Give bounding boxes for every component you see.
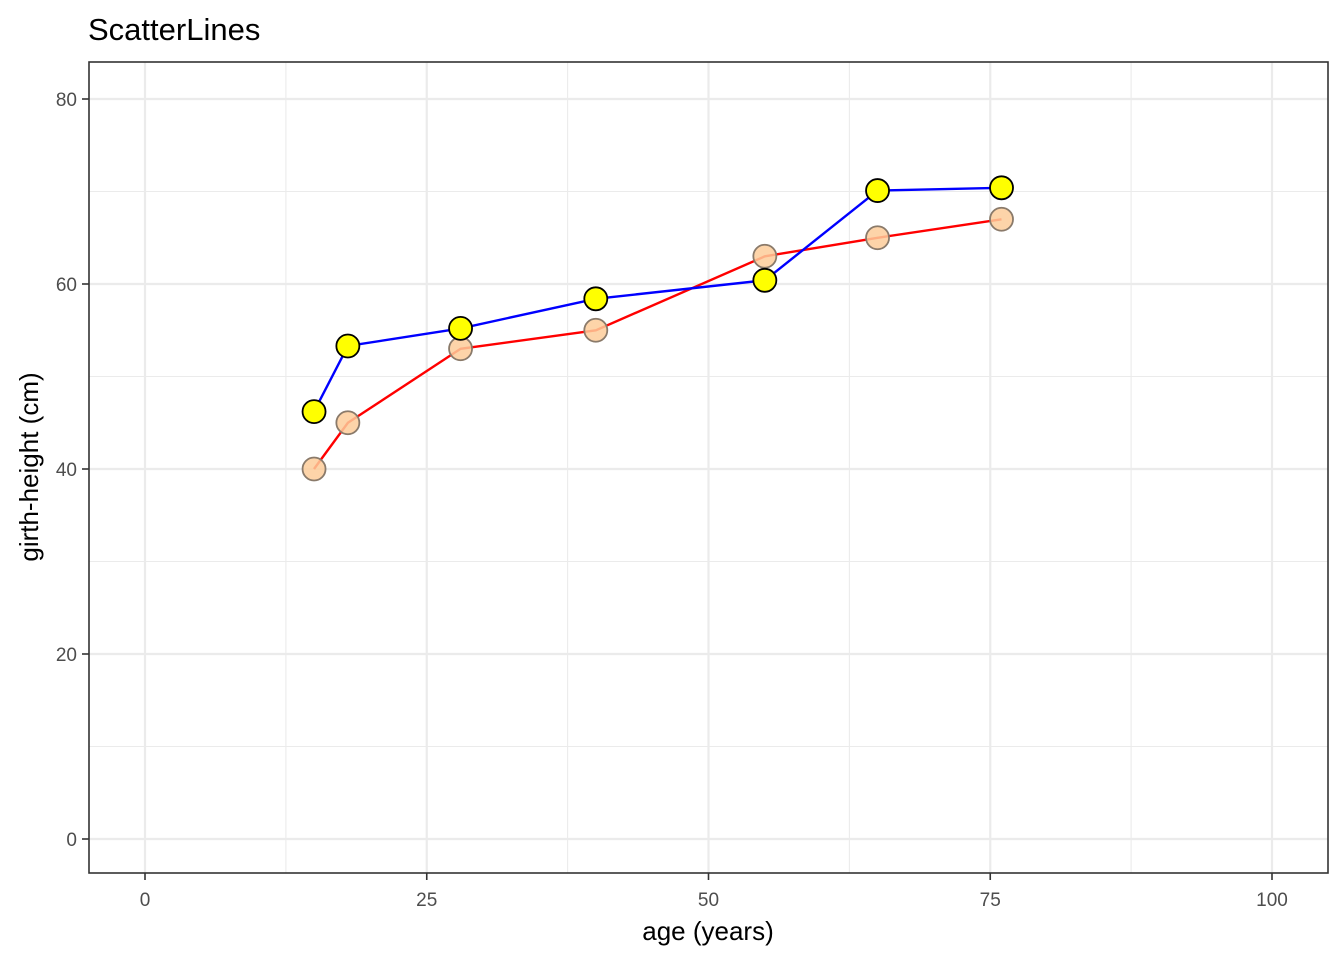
series-points bbox=[301, 175, 1014, 482]
x-axis-tick-labels: 0 25 50 75 100 bbox=[140, 890, 1288, 911]
chart-title: ScatterLines bbox=[88, 12, 260, 47]
axis-ticks bbox=[82, 98, 1273, 880]
circumference-point bbox=[865, 225, 890, 251]
height-point bbox=[865, 178, 890, 203]
y-tick-label: 0 bbox=[66, 830, 77, 851]
x-tick-label: 50 bbox=[698, 890, 719, 911]
y-tick-label: 20 bbox=[56, 645, 77, 666]
y-tick-label: 40 bbox=[56, 460, 77, 481]
circumference-point bbox=[335, 410, 361, 436]
circumference-point bbox=[989, 206, 1014, 232]
circumference-point bbox=[301, 456, 327, 482]
height-point bbox=[989, 175, 1014, 201]
x-tick-label: 75 bbox=[980, 890, 1001, 911]
height-point bbox=[448, 315, 473, 341]
x-axis-title: age (years) bbox=[642, 916, 774, 946]
y-tick-label: 80 bbox=[56, 90, 77, 111]
height-point bbox=[583, 286, 609, 312]
x-tick-label: 25 bbox=[416, 890, 437, 911]
x-tick-label: 0 bbox=[140, 890, 151, 911]
y-axis-title: girth-height (cm) bbox=[14, 372, 44, 561]
height-point bbox=[752, 267, 778, 293]
height-point bbox=[335, 333, 361, 359]
circumference-point bbox=[752, 243, 778, 269]
height-point bbox=[301, 399, 327, 425]
circumference-point bbox=[583, 317, 609, 343]
major-gridlines bbox=[89, 62, 1328, 873]
y-axis-tick-labels: 0 20 40 60 80 bbox=[56, 90, 77, 851]
x-tick-label: 100 bbox=[1256, 890, 1288, 911]
y-tick-label: 60 bbox=[56, 275, 77, 296]
